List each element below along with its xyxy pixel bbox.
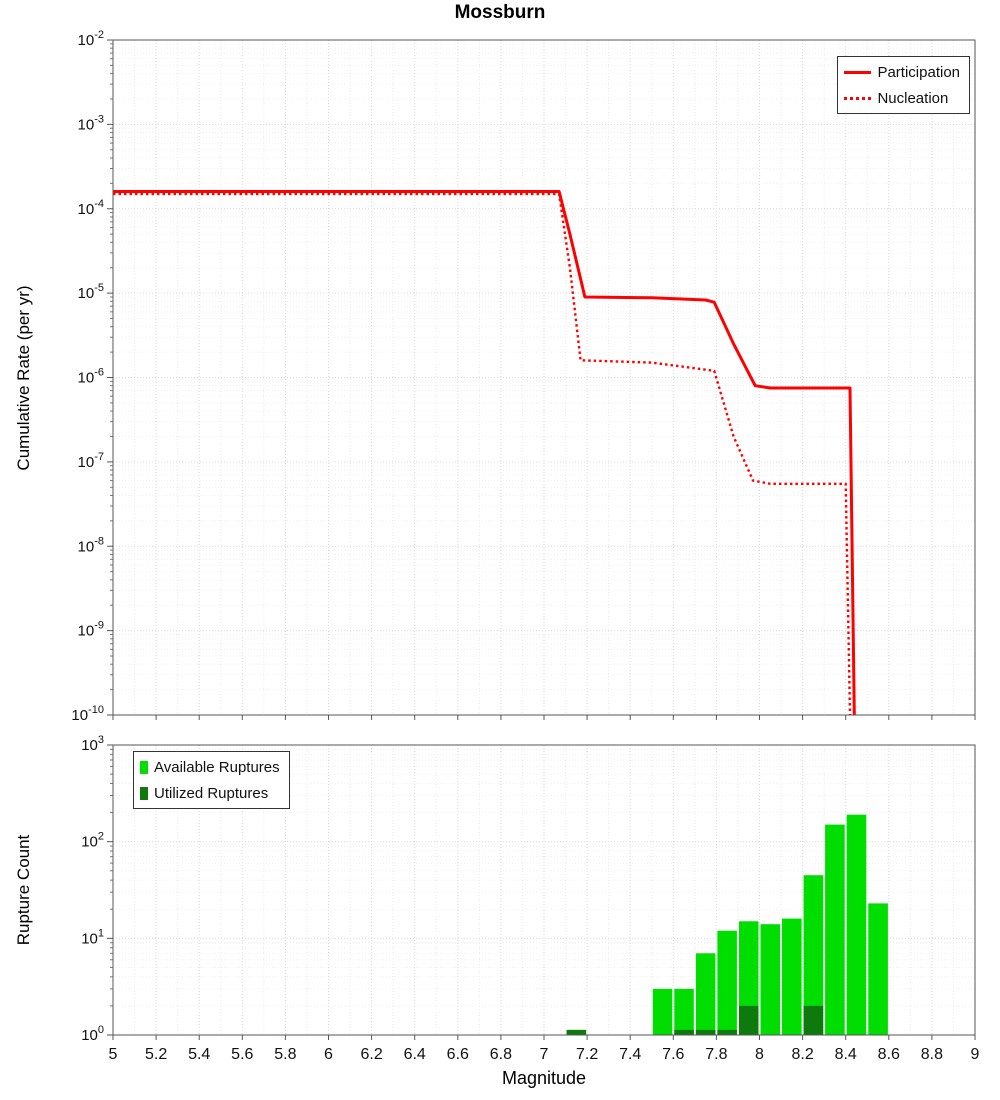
- chart-title: Mossburn: [454, 2, 546, 23]
- x-tick-label: 7.2: [576, 1046, 598, 1063]
- y-tick-label: 103: [81, 734, 104, 754]
- y-tick-label: 100: [81, 1024, 104, 1044]
- legend-label-available-ruptures: Available Ruptures: [154, 758, 280, 776]
- x-tick-label: 8.8: [921, 1046, 943, 1063]
- bar-available-ruptures: [825, 824, 845, 1035]
- x-tick-label: 6.6: [447, 1046, 469, 1063]
- x-axis-label: Magnitude: [501, 1068, 587, 1088]
- bar-available-ruptures: [868, 903, 888, 1035]
- available-ruptures-swatch: [140, 760, 148, 774]
- bar-available-ruptures: [782, 918, 802, 1035]
- y-tick-label: 102: [81, 831, 104, 851]
- bar-utilized-ruptures: [695, 1029, 716, 1035]
- x-tick-label: 6.2: [360, 1046, 382, 1063]
- y-tick-label: 10-4: [78, 198, 104, 218]
- bar-utilized-ruptures: [717, 1029, 737, 1035]
- bar-available-ruptures: [652, 988, 673, 1035]
- legend-label-participation: Participation: [877, 63, 960, 81]
- x-tick-label: 6.4: [404, 1046, 426, 1063]
- x-tick-label: 8.6: [878, 1046, 900, 1063]
- x-tick-label: 5.2: [145, 1046, 167, 1063]
- y-tick-label: 101: [81, 927, 104, 947]
- bar-utilized-ruptures: [566, 1029, 587, 1035]
- bar-available-ruptures: [674, 988, 694, 1035]
- bar-utilized-ruptures: [739, 1005, 759, 1035]
- bar-utilized-ruptures: [674, 1029, 694, 1035]
- bar-available-ruptures: [717, 930, 737, 1035]
- legend-item-available-ruptures: Available Ruptures: [140, 754, 280, 780]
- y-tick-label: 10-5: [78, 282, 104, 302]
- y-tick-label: 10-10: [71, 704, 104, 724]
- legend-item-nucleation: Nucleation: [844, 85, 960, 111]
- x-tick-label: 7.8: [705, 1046, 727, 1063]
- count-panel: 103 102 101 100 5 5.2 5.4 5.6 5.8 6 6.2 6.4 6.6 6.8 7 7…: [81, 734, 979, 1063]
- x-tick-label: 7: [540, 1046, 549, 1063]
- y-axis-label-count: Rupture Count: [14, 834, 33, 946]
- x-tick-label: 5.6: [231, 1046, 253, 1063]
- x-tick-label: 9: [971, 1046, 980, 1063]
- y-axis-label-rate: Cumulative Rate (per yr): [14, 285, 33, 471]
- y-tick-label: 10-3: [78, 113, 104, 133]
- x-tick-label: 5.4: [188, 1046, 210, 1063]
- series-participation: [113, 190, 856, 716]
- rate-panel: 10-2 10-3 10-4 10-5 10-6 10-7 10-8 10-9 10-10: [71, 29, 976, 724]
- series-nucleation: [113, 192, 852, 716]
- participation-line-swatch: [844, 70, 872, 74]
- bar-utilized-ruptures: [803, 1005, 824, 1035]
- x-tick-label: 6: [324, 1046, 333, 1063]
- x-tick-label: 8: [755, 1046, 764, 1063]
- bar-available-ruptures: [846, 814, 867, 1035]
- x-tick-label: 7.6: [662, 1046, 684, 1063]
- x-tick-label: 5.8: [274, 1046, 296, 1063]
- bar-available-ruptures: [803, 875, 824, 1035]
- y-tick-label: 10-9: [78, 620, 104, 640]
- x-tick-label: 7.4: [619, 1046, 641, 1063]
- rate-legend: Participation Nucleation: [837, 56, 970, 114]
- count-legend: Available Ruptures Utilized Ruptures: [133, 751, 290, 809]
- legend-item-utilized-ruptures: Utilized Ruptures: [140, 780, 280, 806]
- bar-available-ruptures: [695, 953, 716, 1035]
- x-tick-label: 5: [109, 1046, 118, 1063]
- x-tick-label: 6.8: [490, 1046, 512, 1063]
- legend-item-participation: Participation: [844, 59, 960, 85]
- nucleation-line-swatch: [844, 96, 872, 100]
- legend-label-utilized-ruptures: Utilized Ruptures: [154, 784, 269, 802]
- x-tick-label: 8.4: [835, 1046, 857, 1063]
- y-tick-label: 10-8: [78, 535, 104, 555]
- utilized-ruptures-swatch: [140, 786, 148, 800]
- legend-label-nucleation: Nucleation: [877, 89, 949, 107]
- y-tick-label: 10-6: [78, 367, 104, 387]
- y-tick-label: 10-7: [78, 451, 104, 471]
- x-tick-label: 8.2: [791, 1046, 813, 1063]
- y-tick-label: 10-2: [78, 29, 104, 49]
- bar-available-ruptures: [760, 924, 781, 1035]
